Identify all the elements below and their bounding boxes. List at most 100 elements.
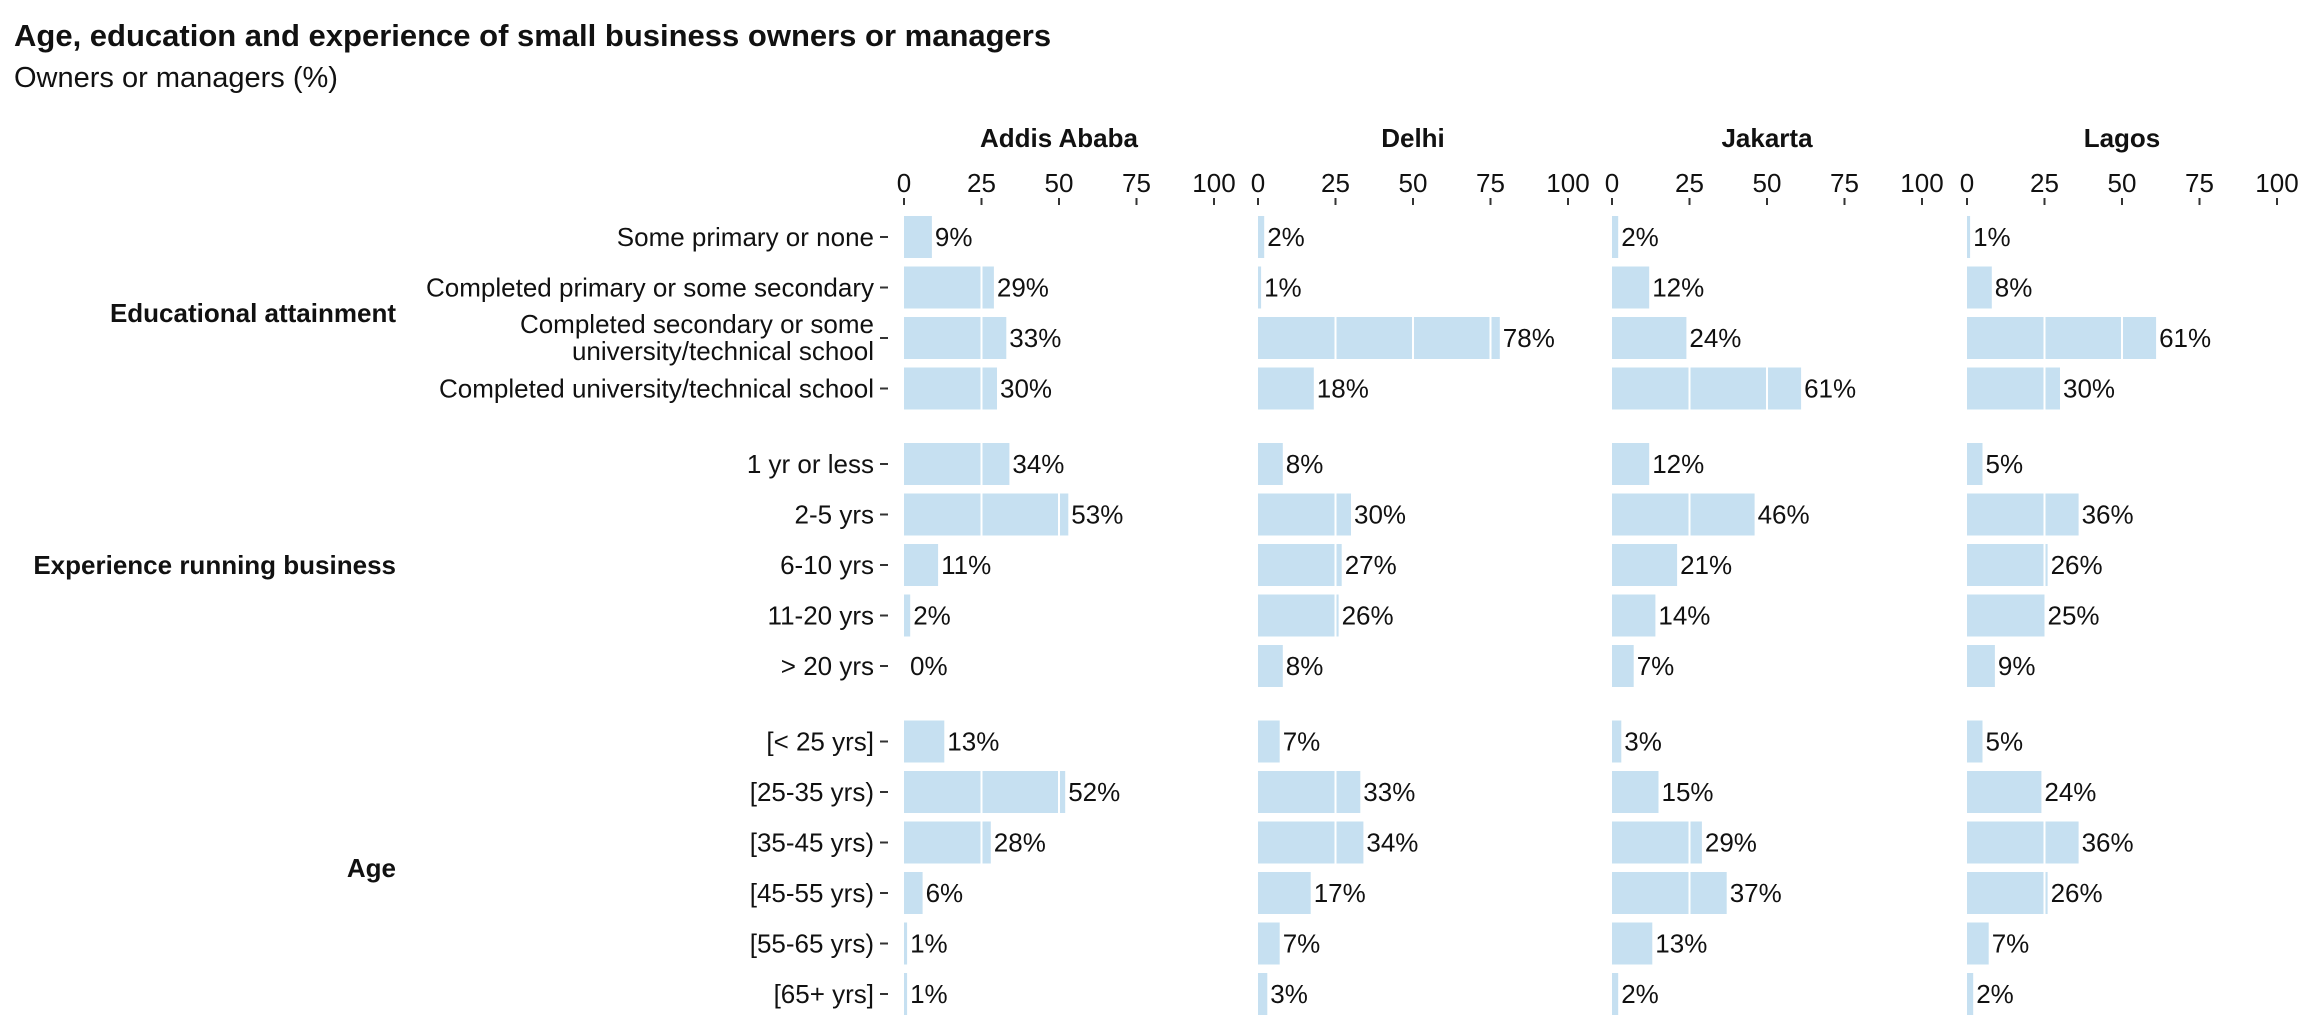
category-label: [65+ yrs] [774,979,874,1009]
x-tick-label: 25 [967,168,996,198]
bar-lagos-2-5-yrs [1967,493,2079,536]
value-label: 2% [913,601,951,631]
value-label: 29% [1705,828,1757,858]
bar-addis-ababa-completed-university-technical-school [904,367,997,410]
bar-lagos-35-45-yrs [1967,821,2079,864]
value-label: 14% [1658,601,1710,631]
value-label: 11% [941,550,991,580]
category-label: [45-55 yrs) [750,878,874,908]
bar-jakarta-6-10-yrs [1612,544,1678,586]
value-label: 2% [1621,979,1659,1009]
value-label: 33% [1009,323,1061,353]
bar-lagos-11-20-yrs [1967,594,2045,637]
value-label: 24% [1689,323,1741,353]
bar-delhi-some-primary-or-none [1258,216,1265,258]
group-label-educational-attainment: Educational attainment [110,298,396,328]
value-label: 27% [1345,550,1397,580]
bar-addis-ababa-1-yr-or-less [904,443,1010,485]
bar-addis-ababa-2-5-yrs [904,493,1069,536]
value-label: 28% [994,828,1046,858]
bar-jakarta-55-65-yrs [1612,922,1653,965]
value-label: 9% [935,222,973,252]
value-label: 30% [1000,374,1052,404]
category-label: [25-35 yrs) [750,777,874,807]
bar-delhi-45-55-yrs [1258,872,1311,914]
bar-jakarta-1-yr-or-less [1612,443,1650,485]
bar-lagos-some-primary-or-none [1967,216,1971,258]
value-label: 0% [910,651,948,681]
value-label: 2% [1621,222,1659,252]
bar-jakarta-completed-secondary-or-some-university-technical-school [1612,317,1687,359]
bar-jakarta-25-35-yrs [1612,771,1659,813]
category-label: Completed university/technical school [439,374,874,404]
x-tick-label: 50 [1753,168,1782,198]
bar-jakarta-2-5-yrs [1612,493,1755,536]
value-label: 8% [1286,449,1324,479]
group-label-age: Age [347,853,396,883]
category-label: > 20 yrs [781,651,874,681]
bar-jakarta-45-55-yrs [1612,872,1727,914]
x-tick-label: 100 [1546,168,1589,198]
value-label: 29% [997,273,1049,303]
value-label: 53% [1071,500,1123,530]
x-tick-label: 75 [1122,168,1151,198]
value-label: 33% [1363,777,1415,807]
value-label: 61% [1804,374,1856,404]
bar-lagos-completed-university-technical-school [1967,367,2060,410]
value-label: 1% [1973,222,2011,252]
chart-subtitle: Owners or managers (%) [14,62,338,94]
category-label: Some primary or none [617,222,874,252]
value-label: 13% [947,727,999,757]
x-tick-label: 25 [2030,168,2059,198]
category-label: 6-10 yrs [780,550,874,580]
panel-title-delhi: Delhi [1381,123,1445,153]
bar-lagos-25-yrs [1967,720,1983,763]
category-label: [< 25 yrs] [766,727,874,757]
x-tick-label: 75 [1476,168,1505,198]
group-label-experience-running-business: Experience running business [33,550,396,580]
bar-addis-ababa-55-65-yrs [904,922,908,965]
x-tick-label: 75 [1830,168,1859,198]
value-label: 12% [1652,273,1704,303]
x-tick-label: 0 [897,168,911,198]
value-label: 17% [1314,878,1366,908]
bar-lagos-20-yrs [1967,645,1995,687]
bar-lagos-55-65-yrs [1967,922,1989,965]
chart-title: Age, education and experience of small b… [14,18,1052,53]
bar-addis-ababa-some-primary-or-none [904,216,932,258]
value-label: 7% [1992,929,2030,959]
value-label: 8% [1995,273,2033,303]
x-tick-label: 0 [1605,168,1619,198]
bar-delhi-completed-university-technical-school [1258,367,1314,410]
value-label: 1% [910,979,948,1009]
value-label: 30% [2063,374,2115,404]
value-label: 5% [1986,449,2024,479]
x-tick-label: 50 [1399,168,1428,198]
value-label: 7% [1283,929,1321,959]
value-label: 24% [2044,777,2096,807]
bar-lagos-25-35-yrs [1967,771,2042,813]
value-label: 8% [1286,651,1324,681]
x-tick-label: 75 [2185,168,2214,198]
x-tick-label: 0 [1251,168,1265,198]
bar-addis-ababa-11-20-yrs [904,594,911,637]
x-tick-label: 100 [2255,168,2298,198]
value-label: 2% [1976,979,2014,1009]
value-label: 7% [1283,727,1321,757]
bar-delhi-1-yr-or-less [1258,443,1283,485]
category-label: 1 yr or less [747,449,874,479]
value-label: 26% [2051,878,2103,908]
x-tick-label: 50 [2108,168,2137,198]
value-label: 46% [1758,500,1810,530]
bar-delhi-55-65-yrs [1258,922,1280,965]
value-label: 9% [1998,651,2036,681]
category-label: 11-20 yrs [768,601,874,631]
panel-title-addis-ababa: Addis Ababa [980,123,1138,153]
bar-jakarta-completed-primary-or-some-secondary [1612,266,1650,309]
value-label: 3% [1624,727,1662,757]
bar-addis-ababa-25-yrs [904,720,945,763]
value-label: 13% [1655,929,1707,959]
x-tick-label: 100 [1900,168,1943,198]
bar-jakarta-20-yrs [1612,645,1634,687]
